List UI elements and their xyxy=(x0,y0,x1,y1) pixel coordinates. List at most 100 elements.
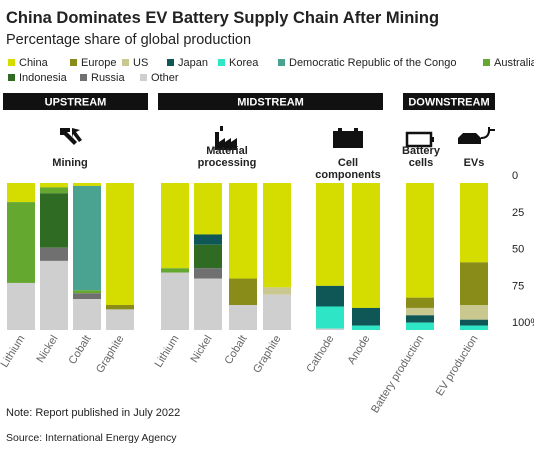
bar-segment xyxy=(73,293,101,300)
plug-icon xyxy=(480,127,495,139)
chart-title: China Dominates EV Battery Supply Chain … xyxy=(6,9,439,27)
battery-tip xyxy=(431,137,434,142)
stream-header xyxy=(158,93,383,110)
bar-segment xyxy=(40,193,68,248)
stream-header xyxy=(403,93,495,110)
bar-segment xyxy=(316,285,344,307)
legend-label: Other xyxy=(151,72,179,84)
bar-segment xyxy=(7,202,35,283)
legend-swatch xyxy=(8,74,15,81)
bar-segment xyxy=(460,325,488,330)
bar-segment xyxy=(73,185,101,291)
bar-segment xyxy=(406,183,434,298)
legend-swatch xyxy=(122,59,129,66)
x-tick-label: Lithium xyxy=(0,333,28,369)
stage-label: Material processing xyxy=(198,145,257,169)
legend-swatch xyxy=(140,74,147,81)
legend-label: Japan xyxy=(178,57,208,69)
bar-segment xyxy=(161,183,189,269)
bar-segment xyxy=(194,234,222,245)
bar-segment xyxy=(40,260,68,330)
y-tick-label: 0 xyxy=(512,170,518,182)
stage-label: Mining xyxy=(52,157,87,169)
cells-icon xyxy=(333,128,363,148)
bar-segment xyxy=(406,297,434,308)
legend-swatch xyxy=(70,59,77,66)
bar-segment xyxy=(194,183,222,235)
bar-segment xyxy=(40,247,68,261)
y-tick-label: 100% xyxy=(512,317,534,329)
bar-segment xyxy=(352,183,380,308)
legend-swatch xyxy=(80,74,87,81)
bar-segment xyxy=(316,328,344,330)
y-tick-label: 25 xyxy=(512,207,524,219)
stage-label: Cell components xyxy=(315,157,380,181)
bar-segment xyxy=(229,305,257,330)
x-tick-label: Graphite xyxy=(251,333,284,375)
bar-segment xyxy=(73,299,101,330)
stream-header xyxy=(3,93,148,110)
legend-label: Indonesia xyxy=(19,72,68,84)
x-tick-label: Battery production xyxy=(369,333,426,415)
bar-segment xyxy=(73,183,101,186)
legend-swatch xyxy=(8,59,15,66)
stream-label: DOWNSTREAM xyxy=(408,97,489,109)
legend-label: US xyxy=(133,57,148,69)
bar-segment xyxy=(406,322,434,330)
source: Source: International Energy Agency xyxy=(6,432,177,444)
legend-label: Russia xyxy=(91,72,126,84)
mining-icon xyxy=(60,128,82,145)
bar-segment xyxy=(229,183,257,279)
bar-segment xyxy=(460,183,488,263)
bar-segment xyxy=(352,307,380,326)
bar-segment xyxy=(406,315,434,323)
bar-segment xyxy=(316,183,344,286)
bar-segment xyxy=(106,305,134,310)
legend-swatch xyxy=(218,59,225,66)
bar-segment xyxy=(106,309,134,330)
x-tick-label: Graphite xyxy=(94,333,127,375)
stream-label: MIDSTREAM xyxy=(237,97,304,109)
x-tick-label: Cathode xyxy=(304,333,336,375)
bar-segment xyxy=(194,244,222,269)
bar-segment xyxy=(229,278,257,306)
car-icon xyxy=(458,133,481,144)
legend-swatch xyxy=(167,59,174,66)
stage-label: Battery cells xyxy=(402,145,441,169)
bar-segment xyxy=(460,262,488,306)
legend-swatch xyxy=(483,59,490,66)
y-tick-label: 50 xyxy=(512,244,524,256)
chart-subtitle: Percentage share of global production xyxy=(6,32,251,48)
bar-segment xyxy=(106,183,134,306)
icons xyxy=(60,126,495,150)
x-tick-label: Anode xyxy=(346,333,373,366)
y-tick-label: 75 xyxy=(512,280,524,292)
legend-swatch xyxy=(278,59,285,66)
legend-label: Democratic Republic of the Congo xyxy=(289,57,457,69)
legend-label: China xyxy=(19,57,49,69)
bar-segment xyxy=(263,183,291,288)
legend-label: Europe xyxy=(81,57,116,69)
bar-segment xyxy=(352,325,380,330)
x-tick-label: Nickel xyxy=(34,333,60,365)
bar-segment xyxy=(194,278,222,330)
x-tick-label: EV production xyxy=(434,333,481,398)
x-tick-label: Cobalt xyxy=(223,333,250,366)
stage-label: EVs xyxy=(464,157,485,169)
bar-segment xyxy=(7,282,35,330)
bar-segment xyxy=(40,183,68,188)
bar-segment xyxy=(460,305,488,320)
bar-segment xyxy=(40,187,68,194)
stream-label: UPSTREAM xyxy=(45,97,107,109)
bar-segment xyxy=(73,290,101,294)
bar-segment xyxy=(316,306,344,329)
legend-label: Australia xyxy=(494,57,534,69)
bar-segment xyxy=(406,307,434,316)
bar-segment xyxy=(7,183,35,203)
x-tick-label: Lithium xyxy=(153,333,182,369)
x-tick-label: Nickel xyxy=(188,333,214,365)
bar-segment xyxy=(263,294,291,330)
bar-segment xyxy=(460,319,488,326)
bar-segment xyxy=(194,268,222,279)
